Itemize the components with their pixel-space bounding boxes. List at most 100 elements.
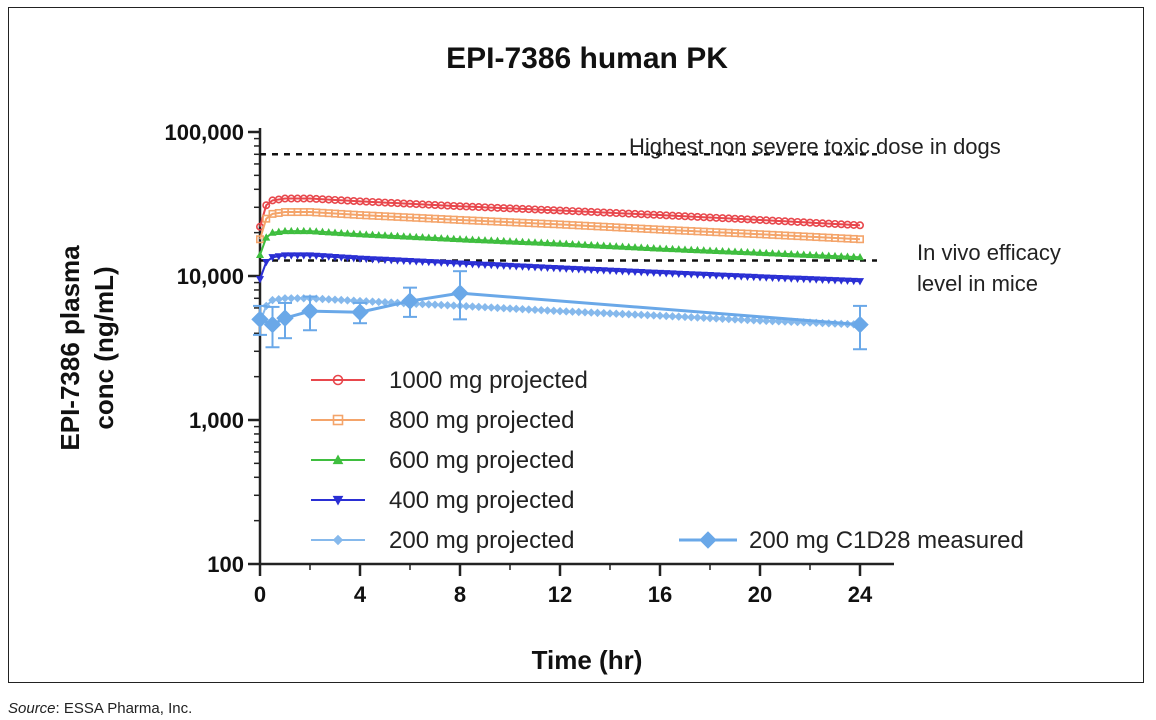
series-400mg-point [505,262,515,271]
y-tick-label: 100,000 [164,120,244,145]
series-600mg-point [318,227,327,235]
series-400mg-point [274,253,283,261]
series-400mg-point [837,277,846,285]
series-600mg-point [368,230,377,238]
series-600mg-point [799,250,808,258]
series-400mg-point [649,269,658,277]
series-400mg-point [380,256,390,265]
series-600mg-point [662,244,671,252]
series-400mg-point [662,270,671,278]
series-400mg-point [449,260,458,268]
measured-point [351,303,369,321]
series-200mg-point [637,310,646,320]
series-400mg-point [780,275,790,283]
legend-marker-measured [699,531,717,549]
legend-label: 600 mg projected [389,447,574,474]
series-400mg-point [687,271,696,279]
series-600mg-point [724,247,733,255]
legend-marker [332,454,344,465]
legend-label: 800 mg projected [389,407,574,434]
legend-marker [332,495,344,506]
series-400mg-point [262,258,271,267]
series-400mg-point [643,269,652,277]
series-400mg-point [337,254,346,262]
series-400mg-point [368,256,377,264]
series-200mg-point [693,313,702,322]
series-400mg-point [287,252,296,260]
series-200mg-point [549,306,558,316]
series-400mg-point [462,260,471,269]
series-600mg-point [793,250,802,258]
series-400mg-point [424,258,433,267]
series-200mg-point [680,312,690,322]
series-800mg-line [259,211,861,241]
measured-point [851,315,869,334]
series-600mg-point [699,246,708,254]
series-200mg-point [737,315,746,324]
series-400mg-point [705,272,715,280]
series-200mg-point [612,309,621,318]
y-tick-label: 10,000 [177,264,244,289]
series-600mg-point [843,252,852,260]
series-400mg-point [255,276,265,284]
series-400mg-point [349,255,358,263]
series-200mg-point [462,302,471,311]
series-400mg-point [824,276,833,285]
series-600mg-point [824,251,833,259]
series-600mg-point [549,239,558,247]
series-400mg-point [537,264,546,272]
series-400mg-point [474,261,483,269]
series-600mg-point [849,252,858,261]
series-600mg-point [412,232,421,241]
series-600mg-point [649,244,658,252]
series-200mg-point [587,308,596,317]
series-400mg-point [774,274,783,283]
series-400mg-point [568,265,577,274]
chart-frame: EPI-7386 human PK 100 1,000 10,000 100,000 0 4… [8,7,1144,683]
series-1000mg-point [262,201,271,210]
series-200mg-point [674,312,683,321]
series-600mg-point [674,245,683,253]
series-600mg-point [668,244,677,253]
series-600mg-point [612,242,621,250]
series-600mg-point [643,243,652,252]
series-600mg-point [818,251,827,259]
series-600mg-point [493,236,502,244]
series-600mg-point [780,249,790,257]
series-600mg-point [618,242,627,250]
series-400mg-point [737,273,746,281]
series-400mg-point [637,269,646,277]
series-600mg-point [568,239,577,248]
series-400mg-point [843,277,852,285]
series-200mg-point [505,304,515,313]
series-200mg-point [562,307,571,316]
series-400mg-point [487,262,496,270]
series-600mg-point [262,233,271,241]
series-600mg-point [580,240,590,248]
efficacy-line-label: In vivo efficacy [917,240,1061,265]
series-600mg-point [837,252,846,260]
series-600mg-point [387,231,396,239]
series-600mg-point [855,253,865,261]
x-tick-label: 0 [254,582,266,607]
series-600mg-point [462,235,471,243]
series-200mg-point [443,301,452,310]
series-600mg-point [718,246,727,255]
toxic-dose-line-label: Highest non severe toxic dose in dogs [629,134,1001,159]
series-200mg-point [324,295,333,304]
legend-marker [332,534,344,546]
series-600mg-point [280,226,290,235]
series-600mg-point [449,234,458,242]
series-200mg-point [487,303,496,312]
series-400mg-point [762,274,771,282]
series-200mg-point [768,316,777,326]
series-600mg-point [424,233,433,241]
x-tick-label: 24 [848,582,873,607]
series-400mg-point [849,277,858,286]
series-200mg-point [574,307,583,317]
pk-chart: EPI-7386 human PK 100 1,000 10,000 100,000 0 4… [55,42,1061,675]
series-400mg-point [755,274,765,282]
series-400mg-point [562,265,571,273]
series-400mg-point [712,272,721,280]
series-200mg-point [424,300,433,309]
